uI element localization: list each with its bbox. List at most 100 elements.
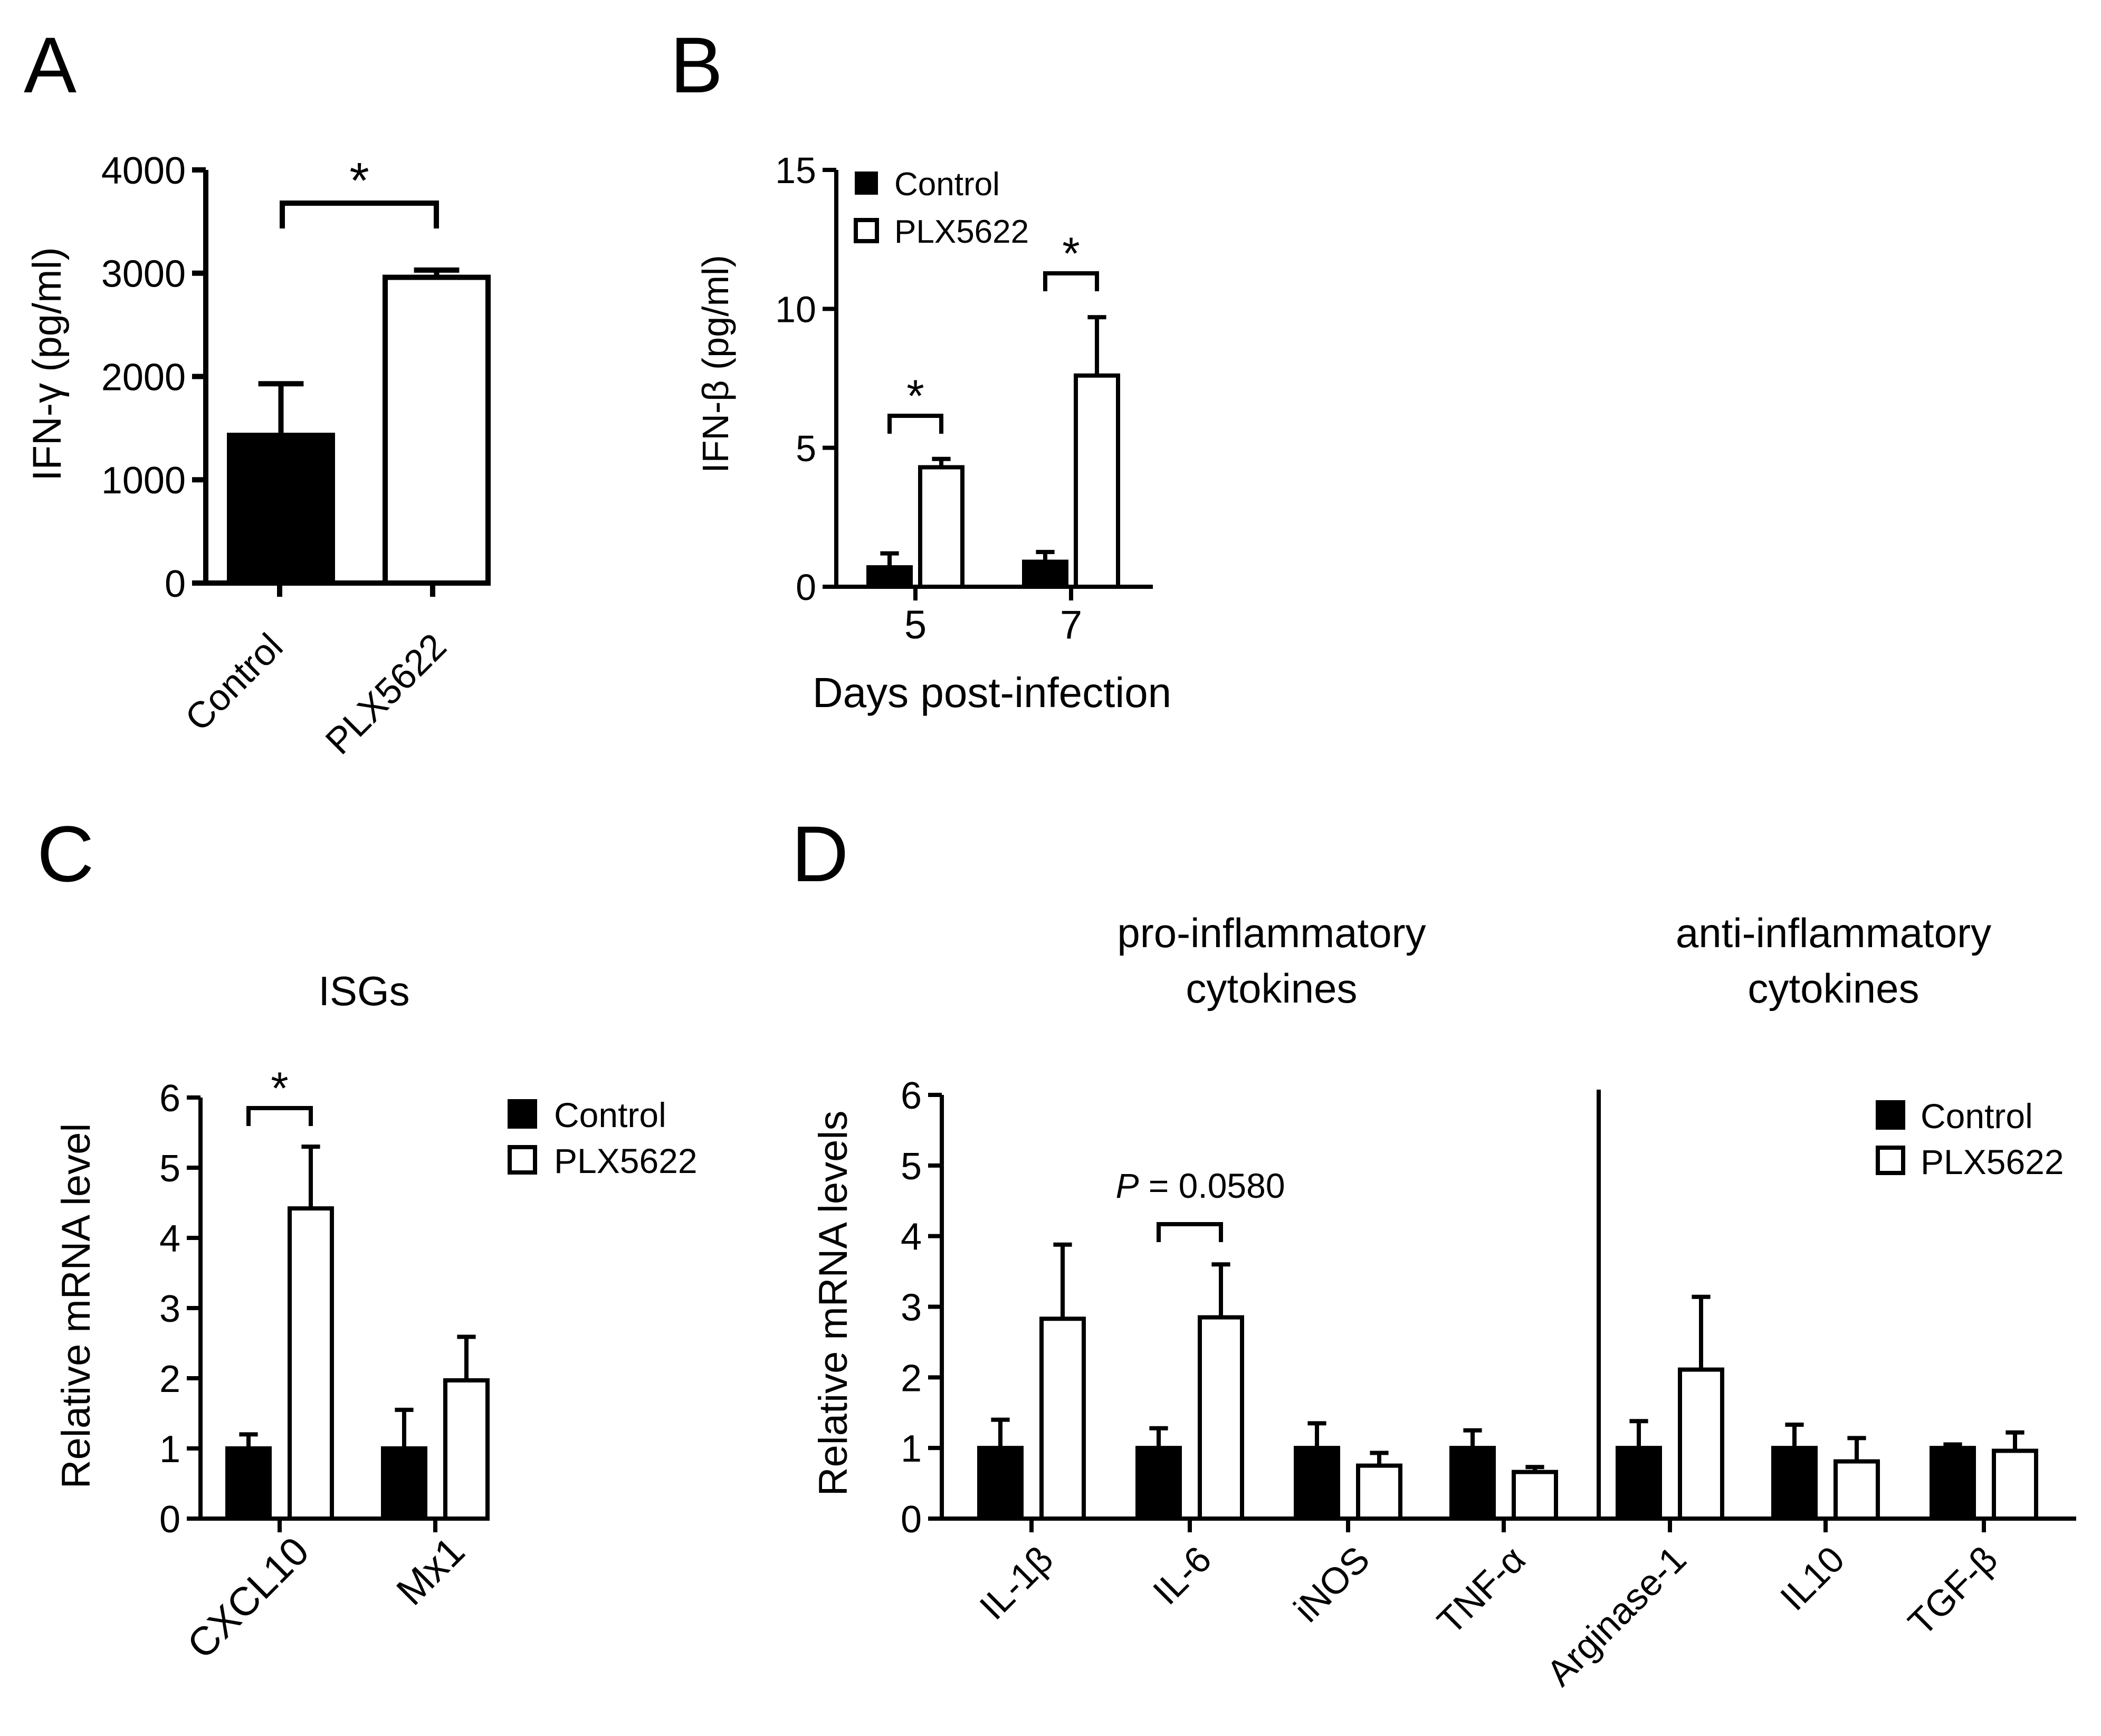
x-tick-label-cxcl10: CXCL10 (179, 1529, 318, 1667)
y-tick-label: 1 (159, 1428, 180, 1471)
legend: Control PLX5622 (508, 1095, 698, 1180)
significance-star: * (1062, 228, 1080, 279)
bar-plx5622 (288, 1206, 334, 1521)
bar-control (977, 1446, 1024, 1521)
bar-plx5622 (383, 274, 491, 586)
x-tick-label-control: Control (177, 625, 291, 739)
p-value-annotation: P = 0.0580 (1115, 1166, 1285, 1242)
group-title-pro-line2: cytokines (1186, 965, 1357, 1012)
bar-control (1294, 1446, 1340, 1521)
bar-control (1022, 559, 1068, 589)
x-tick-label-il1b: IL-1β (972, 1538, 1061, 1627)
panel-letter-d: D (791, 809, 848, 898)
bracket-line (280, 201, 439, 228)
x-tick-label-arginase1: Arginase-1 (1539, 1538, 1694, 1694)
y-axis-label: IFN-γ (pg/ml) (25, 247, 70, 481)
legend-swatch-control (855, 171, 878, 195)
legend-swatch-control (1876, 1100, 1905, 1130)
bar-plx5622 (443, 1378, 490, 1521)
bar-control (1449, 1446, 1496, 1521)
p-value-text: = 0.0580 (1139, 1166, 1285, 1205)
bar-plx5622 (918, 465, 964, 589)
bar-plx5622 (1833, 1459, 1880, 1521)
bars (225, 1144, 490, 1521)
x-tick-label-il6: IL-6 (1145, 1538, 1219, 1612)
x-tick-label-tnfa: TNF-α (1429, 1538, 1533, 1642)
y-tick-label: 6 (901, 1075, 922, 1117)
significance-star: * (349, 152, 369, 209)
y-axis-label: Relative mRNA level (54, 1123, 99, 1489)
x-tick-label-inos: iNOS (1286, 1538, 1377, 1629)
y-tick-label: 2 (901, 1357, 922, 1399)
y-tick-label: 0 (901, 1499, 922, 1541)
y-axis: 0 1 2 3 4 5 6 (901, 1075, 2076, 1541)
bar-control (1930, 1446, 1976, 1521)
y-tick-label: 4 (159, 1218, 180, 1260)
legend-label-control: Control (894, 166, 1000, 203)
significance-star: * (906, 371, 924, 422)
y-tick-label: 0 (796, 567, 816, 608)
bar-plx5622 (1992, 1448, 2038, 1521)
bar-control (1616, 1446, 1662, 1521)
legend-label-plx5622: PLX5622 (554, 1141, 698, 1180)
bars (866, 315, 1120, 589)
chart-title: ISGs (318, 968, 409, 1014)
y-tick-label: 3 (901, 1286, 922, 1329)
legend: Control PLX5622 (854, 166, 1029, 250)
legend-swatch-control (508, 1099, 537, 1129)
y-axis-label: IFN-β (pg/ml) (695, 255, 736, 473)
y-tick-label: 0 (165, 563, 186, 605)
bar-control (1771, 1446, 1818, 1521)
p-value-label: P = 0.0580 (1115, 1166, 1285, 1205)
bar-control (225, 1446, 272, 1521)
y-tick-label: 6 (159, 1077, 180, 1120)
y-tick-label: 5 (159, 1148, 180, 1190)
bar-control (227, 433, 335, 586)
bracket-line (1157, 1222, 1223, 1242)
y-tick-label: 1 (901, 1428, 922, 1470)
bar-plx5622 (1039, 1317, 1086, 1521)
bracket-a: * (280, 152, 439, 228)
y-tick-label: 10 (775, 289, 816, 330)
bar-control (381, 1446, 427, 1521)
x-tick-labels: IL-1β IL-6 iNOS TNF-α Arginase-1 IL10 TG… (972, 1538, 2006, 1694)
y-tick-label: 3000 (101, 253, 186, 295)
bar-control (866, 565, 913, 589)
y-tick-label: 5 (796, 428, 816, 469)
legend-label-control: Control (554, 1095, 666, 1134)
x-tick-labels: 5 7 (904, 603, 1082, 647)
x-axis-label: Days post-infection (813, 669, 1171, 716)
y-tick-label: 4 (901, 1216, 922, 1258)
x-tick-label-il10: IL10 (1772, 1538, 1852, 1618)
x-tick-label-mx1: Mx1 (388, 1529, 473, 1614)
bar-control (1135, 1446, 1182, 1521)
y-tick-label: 2000 (101, 356, 186, 398)
panel-d: pro-inflammatory cytokines anti-inflamma… (811, 910, 2076, 1694)
legend-label-plx5622: PLX5622 (1921, 1142, 2064, 1181)
panel-a: IFN-γ (pg/ml) 0 1000 2000 3000 4000 * Contro… (25, 150, 491, 762)
bars (227, 267, 491, 586)
significance-star: * (271, 1063, 288, 1114)
legend-label-control: Control (1921, 1096, 2033, 1136)
x-tick-label-7: 7 (1060, 603, 1082, 647)
bar-plx5622 (1074, 373, 1120, 589)
legend-label-plx5622: PLX5622 (894, 214, 1029, 250)
bar-plx5622 (1678, 1367, 1724, 1521)
group-title-pro-line1: pro-inflammatory (1117, 910, 1426, 956)
panel-letter-a: A (24, 21, 77, 109)
bar-plx5622 (1356, 1463, 1402, 1521)
bar-plx5622 (1198, 1315, 1244, 1521)
panel-c: ISGs Relative mRNA level 0 1 2 3 4 5 6 * CXCL1… (54, 968, 698, 1667)
y-tick-label: 4000 (101, 150, 186, 192)
x-tick-label-tgfb: TGF-β (1901, 1538, 2006, 1643)
legend-swatch-plx5622 (508, 1145, 537, 1175)
p-value-italic: P (1115, 1166, 1139, 1205)
x-tick-label-plx5622: PLX5622 (318, 625, 454, 762)
x-tick-label-5: 5 (904, 603, 927, 647)
bracket-line (1043, 271, 1099, 291)
y-tick-label: 0 (159, 1499, 180, 1541)
group-title-anti-line1: anti-inflammatory (1676, 910, 1991, 956)
brackets: ** (887, 228, 1099, 434)
panel-letter-c: C (37, 809, 94, 898)
